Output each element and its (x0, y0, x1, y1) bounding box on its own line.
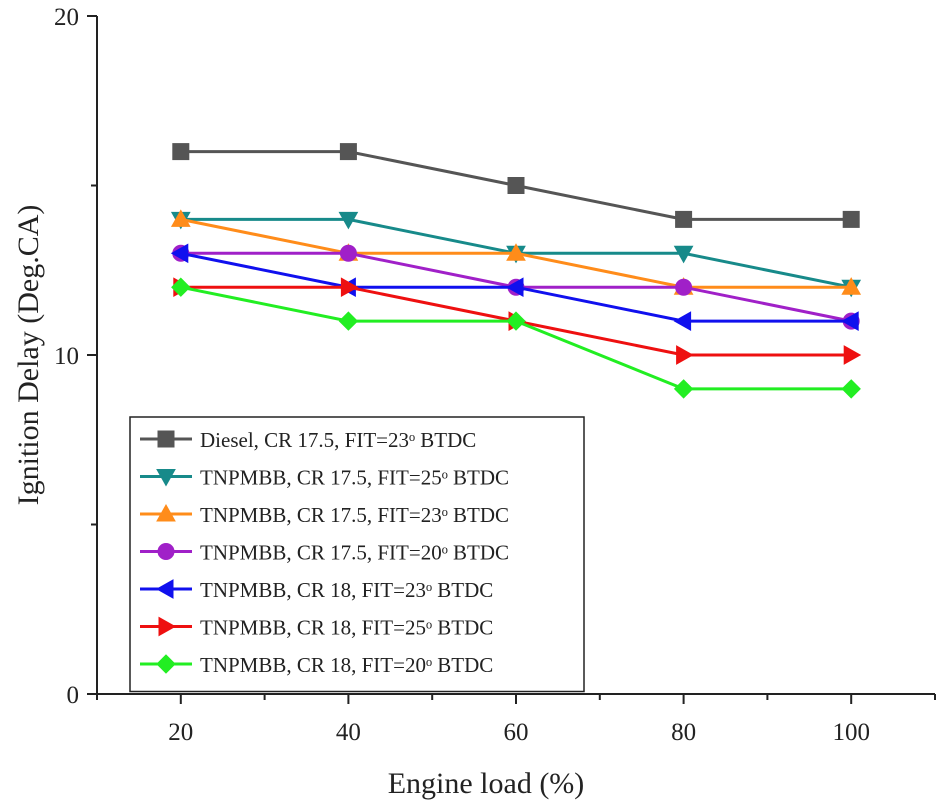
legend-label: Diesel, CR 17.5, FIT=23ᵒ BTDC (200, 428, 476, 452)
data-point (505, 277, 524, 298)
x-tick-label: 40 (336, 719, 361, 746)
legend-label: TNPMBB, CR 18, FIT=23ᵒ BTDC (200, 578, 493, 602)
x-tick-label: 20 (168, 719, 193, 746)
legend-label: TNPMBB, CR 18, FIT=25ᵒ BTDC (200, 616, 493, 640)
y-tick-label: 0 (67, 682, 80, 709)
series-tnpmbb-cr-18-fit-20-btdc (171, 277, 861, 399)
data-point (673, 379, 694, 399)
data-point (675, 210, 693, 228)
data-point (675, 278, 693, 296)
legend-marker (155, 579, 174, 599)
legend-label: TNPMBB, CR 17.5, FIT=20ᵒ BTDC (200, 541, 509, 565)
data-point (338, 211, 359, 230)
data-point (676, 345, 694, 365)
legend-marker (157, 430, 175, 448)
data-point (843, 345, 862, 365)
data-point (841, 311, 859, 331)
legend: Diesel, CR 17.5, FIT=23ᵒ BTDC TNPMBB, CR … (129, 416, 585, 693)
legend-marker (158, 616, 177, 637)
legend-item: TNPMBB, CR 18, FIT=23ᵒ BTDC (140, 578, 493, 602)
legend-item: TNPMBB, CR 17.5, FIT=23ᵒ BTDC (140, 503, 509, 527)
legend-item: TNPMBB, CR 18, FIT=20ᵒ BTDC (140, 653, 493, 677)
y-tick-label: 10 (54, 343, 79, 370)
axes: 0 10 20 20 40 60 80 100 (54, 4, 936, 746)
data-point (506, 243, 526, 261)
legend-marker (157, 543, 175, 560)
data-point (506, 311, 526, 331)
legend-item: TNPMBB, CR 17.5, FIT=25ᵒ BTDC (140, 466, 509, 490)
data-point (338, 311, 359, 331)
x-axis-title: Engine load (%) (388, 767, 585, 800)
data-point (673, 311, 692, 331)
legend-box (129, 416, 585, 693)
data-point (171, 277, 191, 297)
x-tick-label: 80 (671, 719, 696, 746)
legend-item: Diesel, CR 17.5, FIT=23ᵒ BTDC (140, 428, 476, 452)
data-point (842, 210, 860, 228)
legend-item: TNPMBB, CR 18, FIT=25ᵒ BTDC (140, 616, 493, 640)
legend-marker (156, 469, 176, 487)
series-layer (170, 143, 862, 399)
legend-marker (156, 654, 176, 674)
legend-item: TNPMBB, CR 17.5, FIT=20ᵒ BTDC (140, 541, 509, 565)
data-point (841, 277, 862, 295)
series-diesel-cr-17-5-fit-23-btdc (172, 143, 860, 228)
legend-label: TNPMBB, CR 17.5, FIT=23ᵒ BTDC (200, 503, 509, 527)
y-axis-title: Ignition Delay (Deg.CA) (12, 205, 45, 506)
legend-marker (156, 503, 176, 522)
y-tick-label: 20 (54, 4, 79, 31)
data-point (340, 277, 359, 298)
data-point (172, 143, 190, 161)
x-tick-label: 60 (504, 719, 529, 746)
legend-label: TNPMBB, CR 18, FIT=20ᵒ BTDC (200, 653, 493, 677)
data-point (673, 245, 694, 264)
x-tick-label: 100 (832, 719, 870, 746)
data-point (339, 143, 357, 161)
legend-label: TNPMBB, CR 17.5, FIT=25ᵒ BTDC (200, 466, 509, 490)
data-point (170, 243, 189, 264)
data-point (507, 177, 525, 194)
data-point (841, 379, 861, 399)
series-line (180, 285, 852, 391)
data-point (339, 244, 357, 262)
data-point (170, 209, 191, 227)
